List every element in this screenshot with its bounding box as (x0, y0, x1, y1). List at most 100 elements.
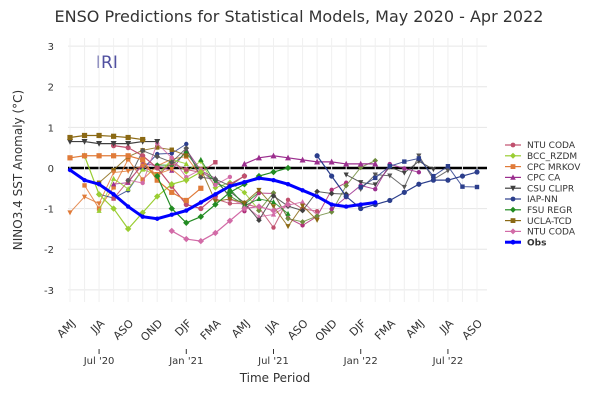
series-point (125, 134, 131, 141)
series-point (169, 212, 174, 217)
series-point (300, 188, 305, 193)
season-tick-label: DJF (172, 317, 194, 339)
ensemble-marker (140, 180, 145, 186)
ensemble-marker (430, 167, 436, 173)
season-tick-label: JJA (88, 317, 108, 337)
ensemble-marker (445, 168, 451, 174)
ensemble-marker (328, 190, 335, 197)
series-point (226, 189, 234, 196)
series-point (329, 202, 334, 207)
y-tick-label: -3 (44, 286, 54, 297)
ensemble-line (215, 198, 318, 229)
ensemble-marker (343, 172, 349, 178)
legend-label: BCC_RZDM (527, 152, 577, 162)
season-tick-label: ASO (111, 317, 137, 343)
ensemble-marker (111, 170, 117, 176)
series-point (81, 132, 88, 139)
y-tick-label: -1 (44, 205, 54, 216)
ensemble-marker (169, 166, 175, 172)
series-line (69, 168, 376, 221)
legend-swatch-marker (510, 142, 516, 148)
series-point (96, 132, 102, 139)
series-point (197, 213, 205, 220)
series-point (416, 181, 422, 187)
series-point (373, 200, 378, 205)
ensemble-marker (271, 225, 276, 230)
ensemble-marker (270, 199, 277, 205)
series-point (67, 167, 73, 173)
legend-swatch-marker (510, 228, 516, 235)
series-point (445, 177, 451, 183)
ensemble-marker (387, 173, 393, 179)
ensemble-marker (169, 155, 174, 161)
series-line (69, 155, 202, 202)
series-point (67, 134, 73, 141)
legend-label: CSU CLIPR (527, 184, 574, 194)
series-point (111, 192, 116, 197)
series-point (198, 205, 204, 212)
season-tick-label: OND (313, 317, 340, 344)
month-tick-label: Jul '21 (257, 356, 289, 367)
series-point (125, 153, 131, 159)
legend-swatch-marker (510, 218, 516, 223)
series-point (328, 158, 335, 165)
x-axis: AMJ JJA ASO OND DJF FMA AMJ JJA ASO OND DJF FMA AMJ J… (55, 317, 486, 367)
season-tick-label: JJA (436, 317, 456, 337)
series-point (81, 153, 88, 159)
ensemble-marker (169, 147, 174, 152)
ensemble-marker (154, 162, 161, 168)
ensemble-marker (198, 156, 204, 162)
legend-label: UCLA-TCD (527, 217, 572, 227)
series-point (242, 179, 247, 185)
series-point (270, 168, 277, 176)
legend-swatch-marker (510, 206, 516, 213)
series-point (284, 201, 292, 208)
ensemble-marker (227, 201, 233, 206)
y-tick-label: 2 (48, 83, 54, 94)
series-point (154, 193, 161, 200)
series-point (168, 181, 175, 188)
month-tick-label: Jul '22 (432, 356, 464, 367)
series-point (96, 141, 103, 147)
ensemble-marker (314, 208, 320, 214)
series-point (284, 164, 292, 172)
ensemble-marker (111, 181, 117, 187)
ensemble-marker (285, 215, 291, 222)
series-point (154, 165, 160, 171)
series-point (401, 189, 407, 195)
series-point (314, 153, 320, 159)
ensemble-marker (372, 157, 379, 164)
series-point (183, 219, 190, 226)
ensemble-marker (285, 210, 291, 216)
ensemble-marker (140, 163, 146, 169)
series-point (140, 153, 146, 159)
series-point (213, 192, 218, 197)
ensemble-marker (372, 182, 378, 188)
ensemble-marker (460, 184, 465, 189)
season-tick-label: ASO (285, 317, 311, 343)
legend-swatch-marker (510, 152, 516, 159)
ensemble-marker (402, 159, 407, 164)
series-point (154, 138, 161, 145)
ensemble-marker (299, 199, 306, 205)
series-point (474, 169, 480, 175)
series-point (459, 173, 466, 179)
series-point (67, 138, 73, 145)
series-point (124, 225, 132, 233)
season-tick-label: DJF (347, 317, 369, 339)
ensemble-marker (314, 217, 320, 223)
legend-label: IAP-NN (527, 195, 558, 205)
ensemble-marker (241, 200, 248, 206)
ensemble-marker (416, 156, 422, 161)
ensemble-marker (256, 196, 262, 202)
ensemble-marker (183, 160, 189, 166)
series-point (358, 202, 363, 207)
ensemble-marker (184, 167, 189, 172)
ensemble-marker (183, 145, 190, 151)
ensemble-marker (111, 196, 116, 201)
ensemble-marker (81, 194, 88, 200)
series-point (241, 173, 248, 179)
series-point (198, 185, 204, 191)
ensemble-marker (474, 184, 480, 190)
ensemble-marker (285, 224, 291, 230)
